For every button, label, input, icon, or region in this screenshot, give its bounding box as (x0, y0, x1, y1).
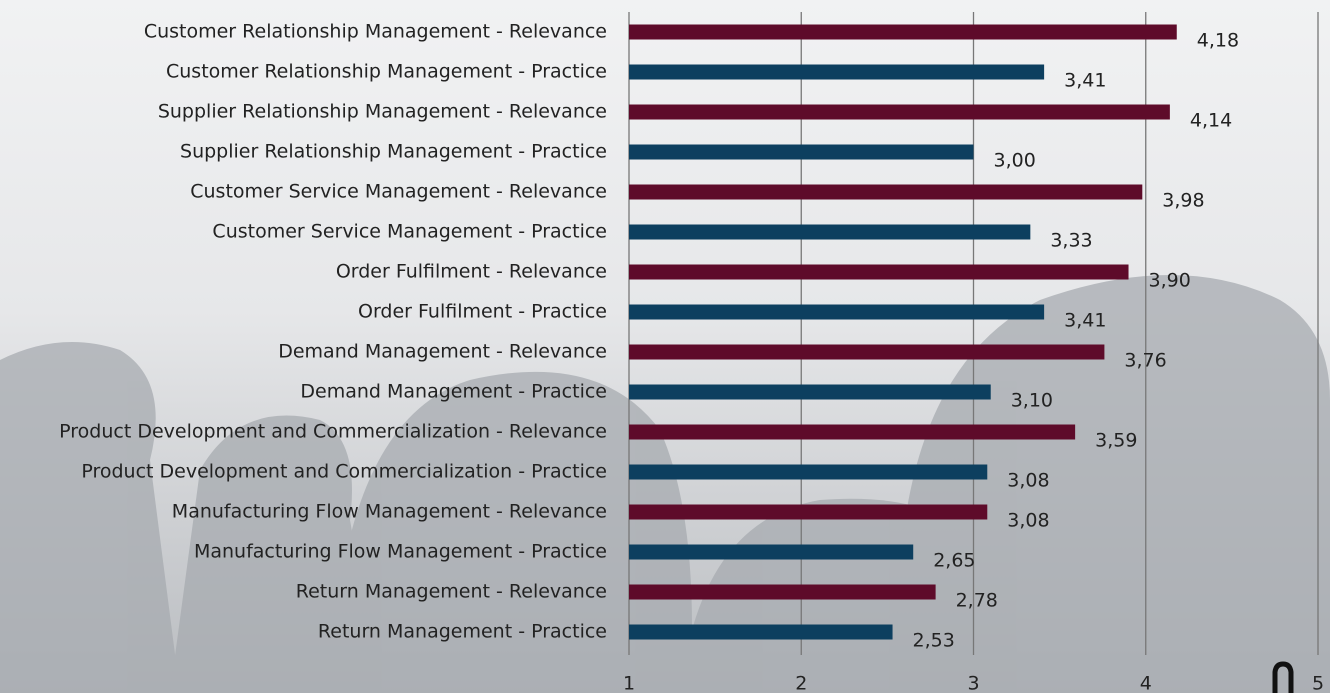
y-tick-label: Product Development and Commercializatio… (81, 461, 607, 483)
y-tick-label: Return Management - Practice (318, 621, 607, 643)
bar (629, 625, 893, 640)
y-tick-label: Customer Service Management - Relevance (190, 181, 607, 203)
value-label: 3,41 (1064, 70, 1106, 92)
value-label: 2,53 (913, 630, 955, 652)
y-tick-label: Supplier Relationship Management - Relev… (158, 101, 607, 123)
y-tick-label: Demand Management - Relevance (278, 341, 607, 363)
y-tick-label: Customer Relationship Management - Pract… (166, 61, 607, 83)
bar (629, 25, 1177, 40)
value-label: 2,65 (933, 550, 975, 572)
bar (629, 345, 1104, 360)
x-tick-label: 2 (795, 673, 807, 693)
bar (629, 145, 974, 160)
value-label: 3,00 (994, 150, 1036, 172)
x-tick-label: 4 (1140, 673, 1152, 693)
bar (629, 65, 1044, 80)
y-tick-label: Order Fulfilment - Practice (358, 301, 607, 323)
bar (629, 225, 1030, 240)
value-label: 3,08 (1007, 510, 1049, 532)
chart: 1 2 3 4 5 Customer Relationship Management - … (0, 0, 1330, 693)
x-tick-label: 5 (1312, 673, 1324, 693)
y-tick-label: Demand Management - Practice (300, 381, 607, 403)
bar (629, 545, 913, 560)
y-tick-label: Manufacturing Flow Management - Relevanc… (172, 501, 607, 523)
bar (629, 265, 1129, 280)
x-tick-label: 3 (967, 673, 979, 693)
bar (629, 425, 1075, 440)
y-tick-label: Customer Relationship Management - Relev… (144, 21, 607, 43)
bar (629, 305, 1044, 320)
value-label: 3,98 (1162, 190, 1204, 212)
bar (629, 385, 991, 400)
bar (629, 105, 1170, 120)
value-label: 2,78 (956, 590, 998, 612)
value-label: 3,08 (1007, 470, 1049, 492)
y-tick-label: Supplier Relationship Management - Pract… (180, 141, 607, 163)
y-tick-label: Product Development and Commercializatio… (59, 421, 607, 443)
y-tick-label: Manufacturing Flow Management - Practice (194, 541, 607, 563)
value-label: 3,90 (1149, 270, 1191, 292)
value-label: 3,41 (1064, 310, 1106, 332)
bar (629, 585, 936, 600)
bar (629, 465, 987, 480)
value-label: 3,10 (1011, 390, 1053, 412)
y-tick-label: Order Fulfilment - Relevance (336, 261, 607, 283)
x-tick-label: 1 (623, 673, 635, 693)
bar (629, 185, 1142, 200)
y-tick-label: Customer Service Management - Practice (212, 221, 607, 243)
value-label: 4,14 (1190, 110, 1232, 132)
value-label: 3,59 (1095, 430, 1137, 452)
value-label: 3,33 (1050, 230, 1092, 252)
value-label: 3,76 (1124, 350, 1166, 372)
value-label: 4,18 (1197, 30, 1239, 52)
y-tick-label: Return Management - Relevance (296, 581, 607, 603)
bar (629, 505, 987, 520)
